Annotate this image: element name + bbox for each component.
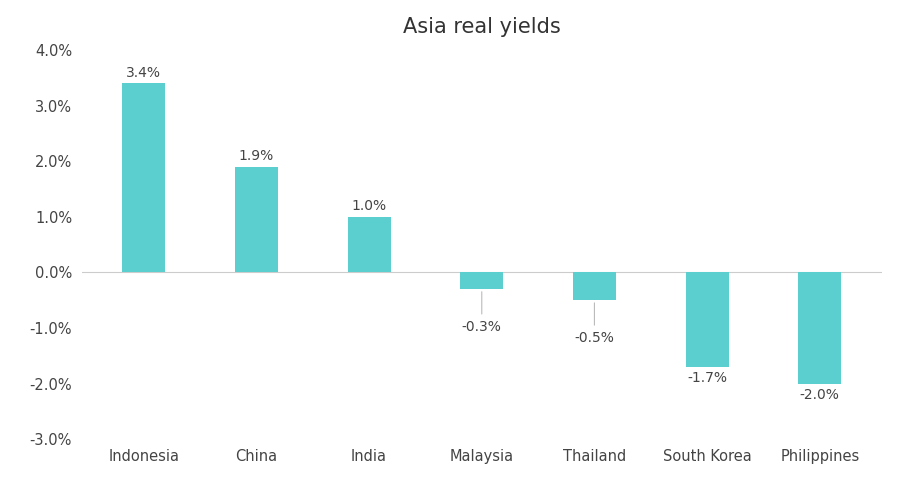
Text: -0.3%: -0.3% [462,292,502,333]
Text: 1.0%: 1.0% [352,200,386,214]
Bar [123,83,165,272]
Bar [460,272,504,289]
Text: -2.0%: -2.0% [800,388,840,402]
Bar [798,272,841,384]
Bar [685,272,728,367]
Text: -0.5%: -0.5% [574,303,614,345]
Bar [573,272,615,300]
Text: 3.4%: 3.4% [126,66,161,80]
Text: -1.7%: -1.7% [687,371,727,385]
Bar [348,217,391,272]
Text: 1.9%: 1.9% [239,149,275,163]
Bar [235,167,278,272]
Title: Asia real yields: Asia real yields [403,17,561,37]
